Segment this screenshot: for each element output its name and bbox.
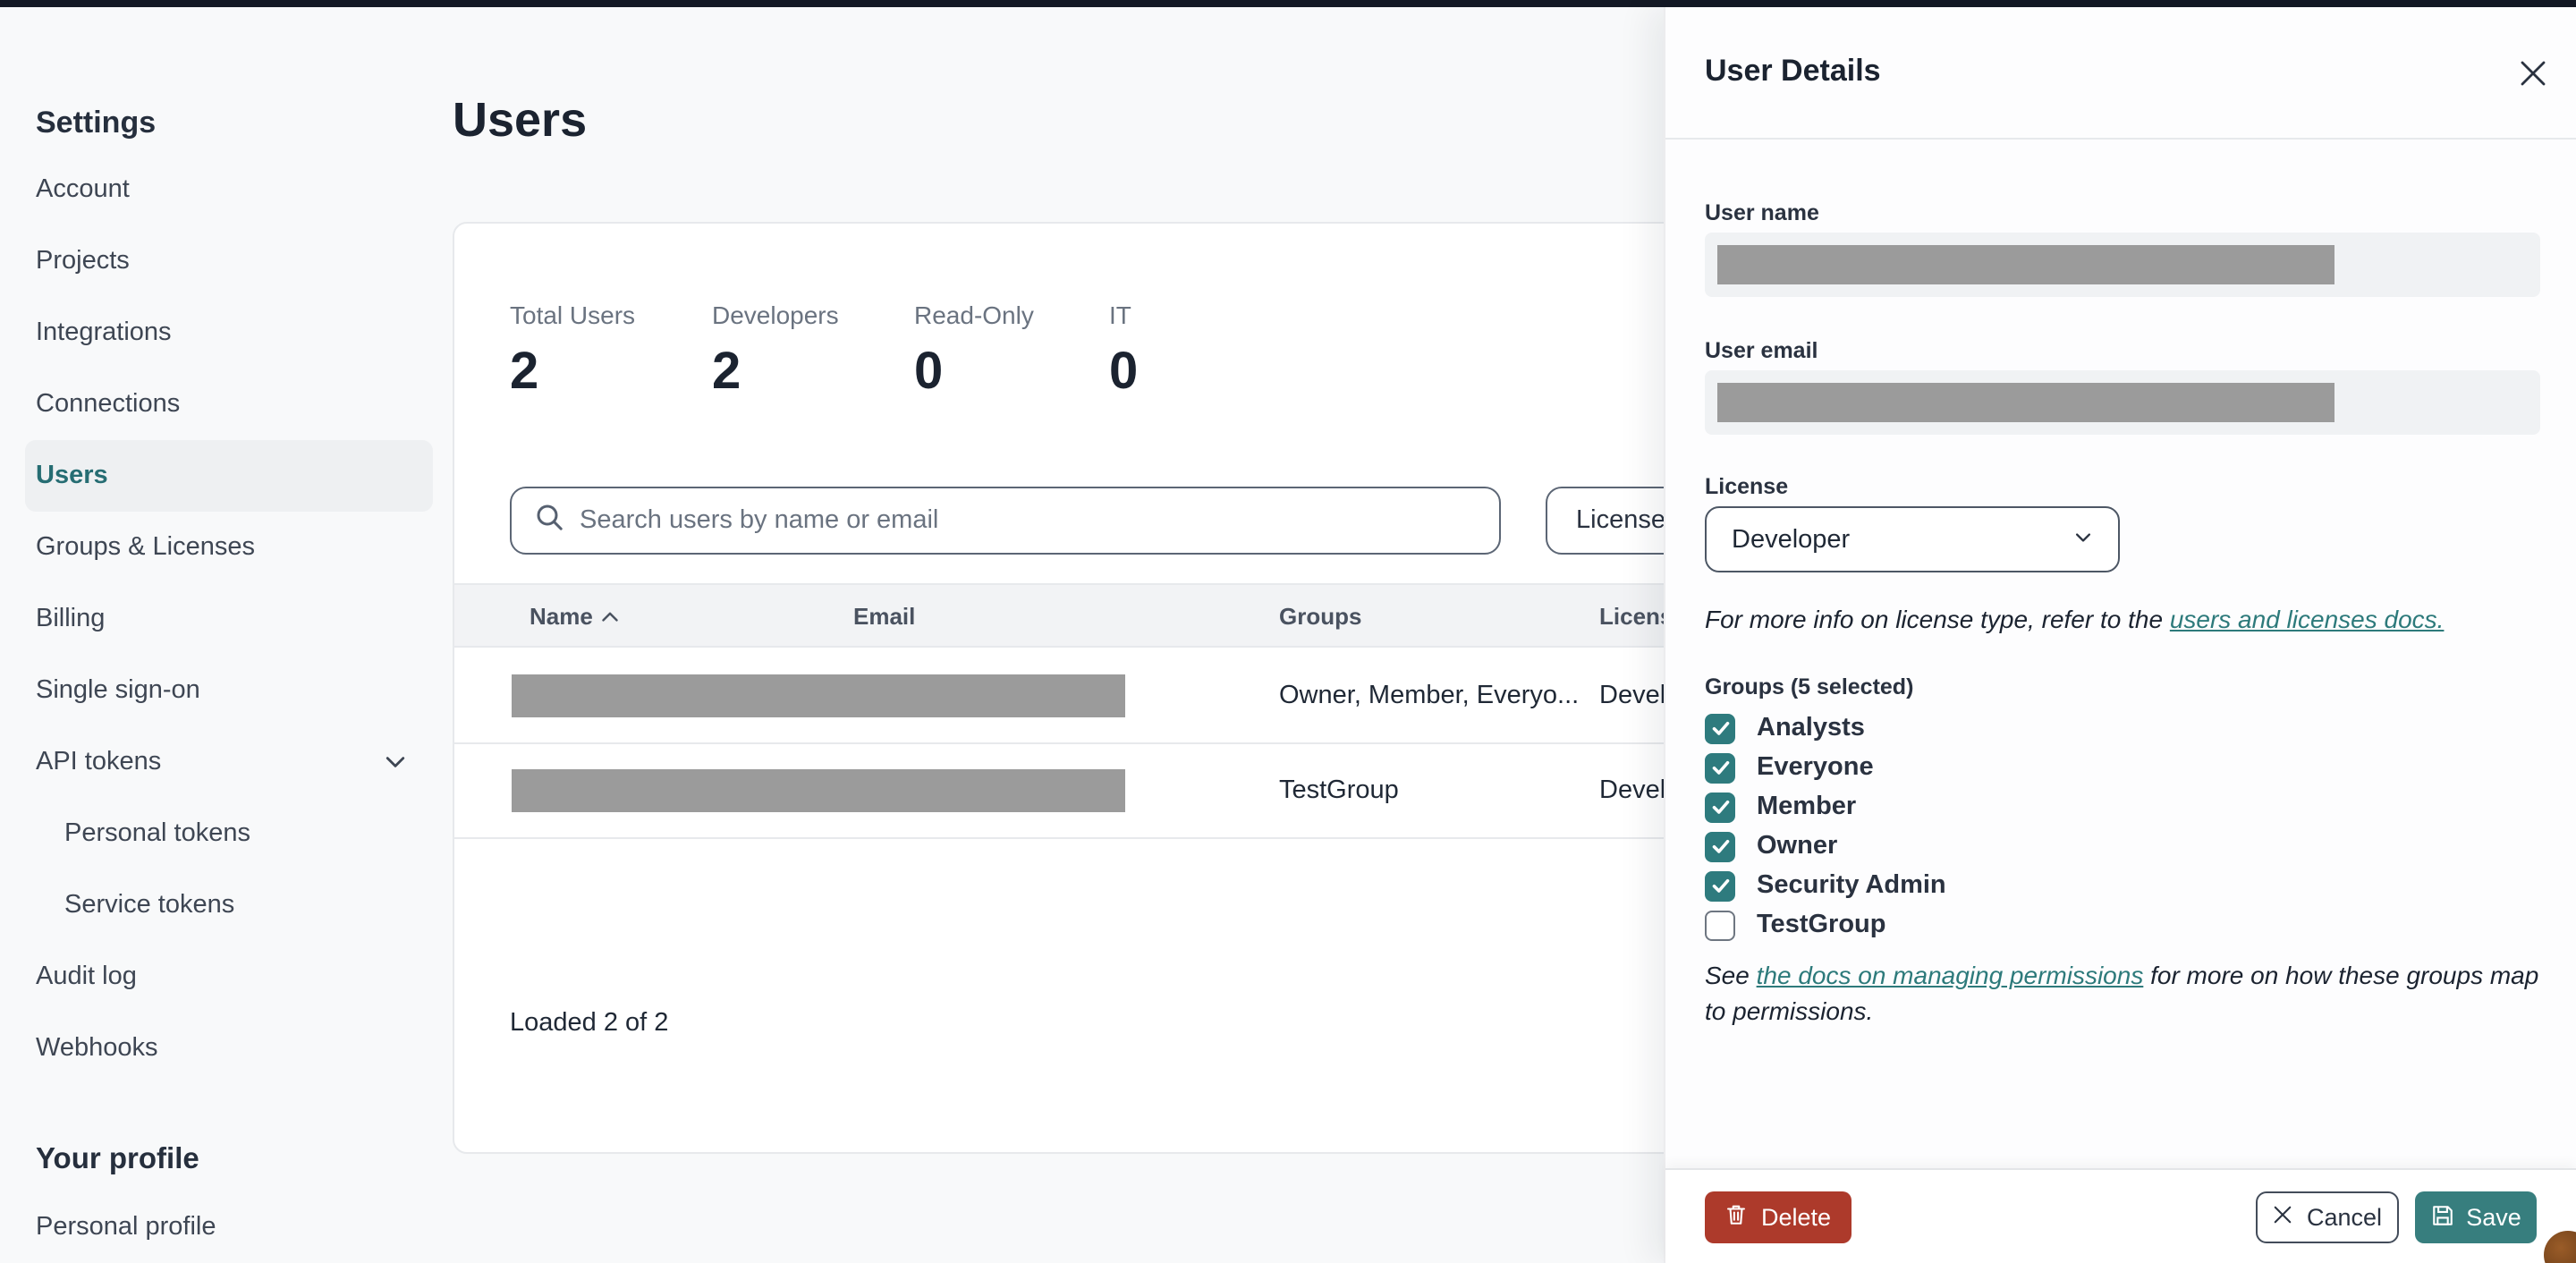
sidebar-item-audit-log[interactable]: Audit log <box>36 962 137 991</box>
stat-label: IT <box>1109 301 1131 329</box>
table-row-groups-cell[interactable]: Owner, Member, Everyo... <box>1279 682 1580 710</box>
sidebar-item-service-tokens[interactable]: Service tokens <box>64 891 235 920</box>
license-filter-label: License <box>1576 506 1665 535</box>
drawer-footer: Delete Cancel Save <box>1665 1168 2576 1263</box>
group-option-label: Analysts <box>1757 714 1865 742</box>
delete-button-label: Delete <box>1760 1204 1832 1231</box>
x-icon <box>2273 1204 2294 1231</box>
loaded-status: Loaded 2 of 2 <box>510 1009 669 1038</box>
sidebar-item-api-tokens[interactable]: API tokens <box>25 726 433 798</box>
user-email-field[interactable] <box>1705 370 2540 435</box>
row-divider <box>454 837 1757 839</box>
search-icon <box>535 502 564 539</box>
search-users-input[interactable]: Search users by name or email <box>510 487 1501 555</box>
stat-value: 0 <box>914 343 944 401</box>
stat-value: 0 <box>1109 343 1139 401</box>
sidebar-nav-list: Account Projects Integrations Connection… <box>25 154 433 1084</box>
group-option-label: Owner <box>1757 832 1838 860</box>
permissions-docs-note: See the docs on managing permissions for… <box>1705 961 2539 1025</box>
sidebar-item-billing[interactable]: Billing <box>36 605 106 633</box>
group-option-security-admin: Security Admin <box>1705 869 1946 902</box>
stat-label: Developers <box>712 301 839 329</box>
license-selected-value: Developer <box>1732 525 1851 554</box>
sidebar-heading-settings: Settings <box>36 106 157 140</box>
redacted-user-email <box>1717 383 2334 422</box>
group-option-label: Member <box>1757 793 1857 821</box>
chevron-down-icon <box>2073 525 2093 554</box>
sidebar-item-connections[interactable]: Connections <box>36 390 181 419</box>
stat-read-only: Read-Only 0 <box>914 301 1034 403</box>
sidebar-item-single-sign-on[interactable]: Single sign-on <box>36 676 200 705</box>
column-header-email[interactable]: Email <box>853 603 916 630</box>
stat-developers: Developers 2 <box>712 301 839 403</box>
checkbox-security-admin[interactable] <box>1705 870 1735 901</box>
redacted-name-email <box>512 769 1125 812</box>
redacted-name-email <box>512 674 1125 717</box>
users-table-header: Name Email Groups License <box>454 583 1757 648</box>
close-icon[interactable] <box>2519 59 2547 88</box>
group-option-label: Everyone <box>1757 753 1874 782</box>
group-option-label: Security Admin <box>1757 871 1946 900</box>
drawer-title: User Details <box>1705 54 1881 88</box>
column-header-name[interactable]: Name <box>530 603 620 630</box>
sidebar-item-integrations[interactable]: Integrations <box>36 318 172 347</box>
stat-value: 2 <box>712 343 741 401</box>
sidebar-item-personal-tokens[interactable]: Personal tokens <box>64 819 250 848</box>
group-option-analysts: Analysts <box>1705 712 1865 744</box>
checkbox-analysts[interactable] <box>1705 713 1735 743</box>
stat-total-users: Total Users 2 <box>510 301 635 403</box>
groups-label: Groups (5 selected) <box>1705 674 1914 699</box>
stat-label: Read-Only <box>914 301 1034 329</box>
sidebar-item-users[interactable]: Users <box>25 440 433 512</box>
stat-it: IT 0 <box>1109 301 1138 403</box>
sidebar-item-webhooks[interactable]: Webhooks <box>36 1034 158 1063</box>
delete-button[interactable]: Delete <box>1705 1191 1852 1243</box>
settings-sidebar: Settings Account Projects Integrations C… <box>0 0 447 1263</box>
user-name-label: User name <box>1705 200 1819 225</box>
cancel-button-label: Cancel <box>2306 1204 2383 1231</box>
license-docs-note: For more info on license type, refer to … <box>1705 605 2445 633</box>
page-title: Users <box>453 93 588 147</box>
users-licenses-docs-link[interactable]: users and licenses docs. <box>2169 605 2445 633</box>
cancel-button[interactable]: Cancel <box>2256 1191 2399 1243</box>
group-option-testgroup: TestGroup <box>1705 909 1885 941</box>
checkbox-testgroup[interactable] <box>1705 910 1735 940</box>
top-dark-bar <box>0 0 2576 7</box>
trash-icon <box>1725 1202 1749 1233</box>
drawer-header: User Details <box>1665 7 2576 140</box>
license-label: License <box>1705 474 1789 499</box>
column-header-groups[interactable]: Groups <box>1279 603 1362 630</box>
user-name-field[interactable] <box>1705 233 2540 297</box>
user-details-drawer: User Details User name User email Licens… <box>1664 7 2576 1263</box>
license-select[interactable]: Developer <box>1705 506 2120 572</box>
sidebar-heading-your-profile: Your profile <box>36 1143 199 1175</box>
group-option-owner: Owner <box>1705 830 1837 862</box>
user-email-label: User email <box>1705 338 1818 363</box>
sidebar-item-projects[interactable]: Projects <box>36 247 130 275</box>
save-button[interactable]: Save <box>2415 1191 2537 1243</box>
save-disk-icon <box>2430 1203 2453 1232</box>
checkbox-owner[interactable] <box>1705 831 1735 861</box>
group-option-member: Member <box>1705 791 1856 823</box>
group-option-everyone: Everyone <box>1705 751 1874 784</box>
managing-permissions-docs-link[interactable]: the docs on managing permissions <box>1756 961 2144 989</box>
chevron-down-icon <box>383 750 408 782</box>
table-row-groups-cell[interactable]: TestGroup <box>1279 776 1399 805</box>
sidebar-item-groups-licenses[interactable]: Groups & Licenses <box>36 533 256 562</box>
redacted-user-name <box>1717 245 2334 284</box>
checkbox-everyone[interactable] <box>1705 752 1735 783</box>
row-divider <box>454 742 1757 744</box>
sidebar-item-account[interactable]: Account <box>36 175 130 204</box>
sidebar-item-personal-profile[interactable]: Personal profile <box>36 1213 216 1242</box>
group-option-label: TestGroup <box>1757 911 1886 939</box>
checkbox-member[interactable] <box>1705 792 1735 822</box>
save-button-label: Save <box>2466 1204 2521 1231</box>
sidebar-item-label: API tokens <box>36 748 162 776</box>
search-placeholder: Search users by name or email <box>580 506 939 535</box>
stat-label: Total Users <box>510 301 636 329</box>
stat-value: 2 <box>510 343 539 401</box>
sort-ascending-icon <box>602 603 620 630</box>
